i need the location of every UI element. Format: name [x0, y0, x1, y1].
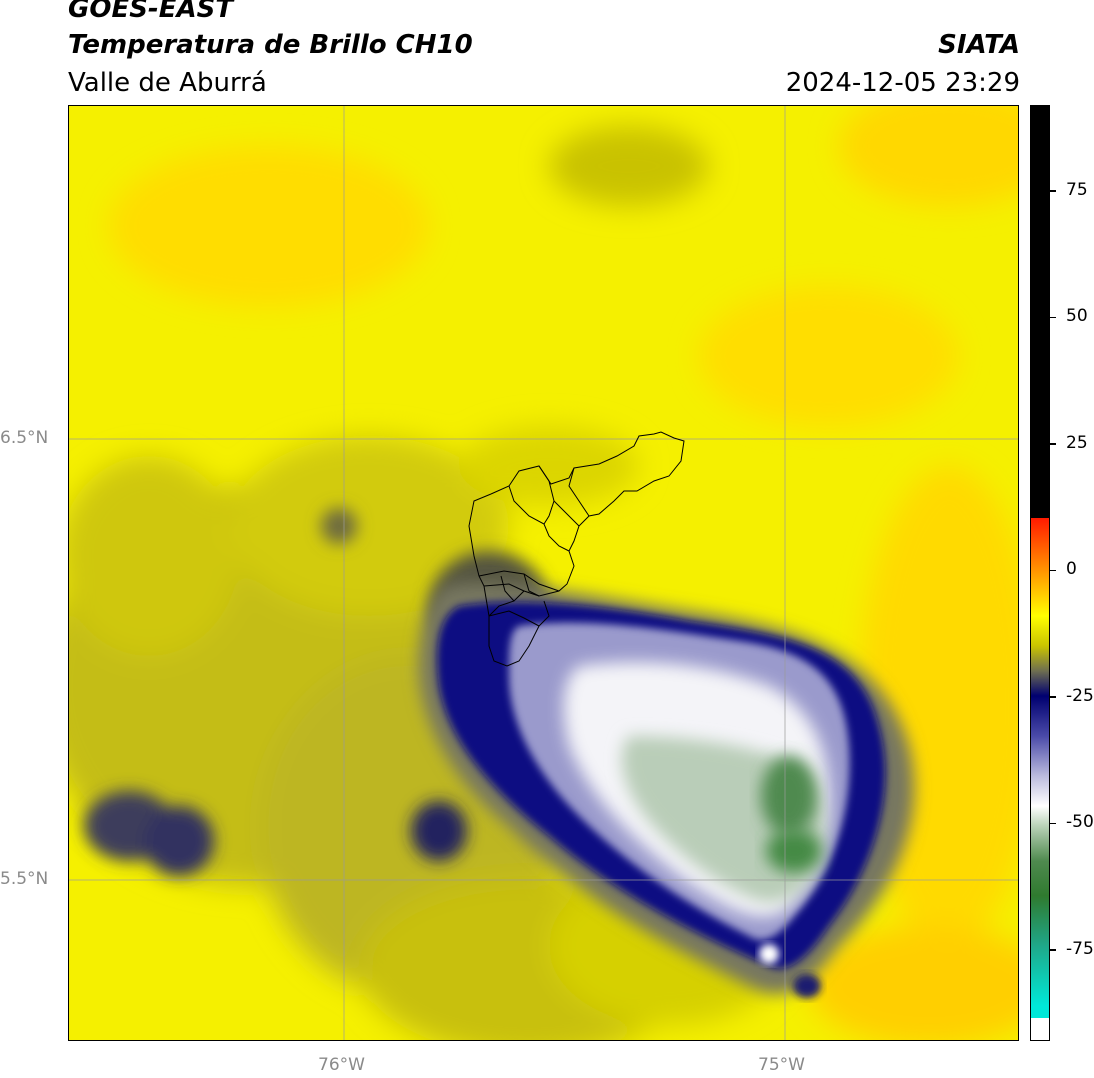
lat-label-5.5N: 5.5°N: [0, 869, 49, 889]
lon-label-75W: 75°W: [758, 1055, 805, 1075]
colorbar-tick-mark: [1050, 569, 1056, 572]
colorbar-tick-mark: [1050, 822, 1056, 825]
colorbar-tick-mark: [1050, 316, 1056, 319]
brightness-temperature-map: [68, 105, 1019, 1041]
map-title-line2: Temperatura de Brillo CH10: [68, 30, 473, 60]
colorbar-tick-mark: [1050, 949, 1056, 951]
colorbar-tick-label: 0: [1066, 559, 1077, 580]
timestamp-label: 2024-12-05 23:29: [785, 68, 1020, 98]
convective-system: [419, 583, 915, 998]
colorbar-tick-label: -75: [1066, 938, 1094, 959]
region-subtitle: Valle de Aburrá: [68, 68, 267, 98]
colorbar-tick-mark: [1050, 696, 1056, 698]
colorbar-tick-label: -50: [1066, 812, 1094, 833]
colorbar-tick-label: 75: [1066, 180, 1088, 200]
colorbar-tick-label: 25: [1066, 432, 1088, 453]
lon-label-76W: 76°W: [318, 1055, 365, 1075]
lat-label-6.5N: 6.5°N: [0, 428, 49, 448]
temperature-colorbar: [1030, 105, 1050, 1041]
map-canvas: [69, 106, 1018, 1040]
map-title-line1: GOES-EAST: [68, 0, 234, 24]
colorbar-tick-mark: [1050, 443, 1056, 445]
warm-cloudfree-areas: [109, 106, 1018, 1040]
colorbar-tick-mark: [1050, 190, 1056, 192]
graticule: [69, 106, 1018, 1040]
organization-label: SIATA: [938, 30, 1020, 60]
municipal-boundaries: [468, 431, 685, 667]
colorbar-tick-label: 50: [1066, 306, 1088, 327]
colorbar-tick-label: -25: [1066, 685, 1094, 706]
